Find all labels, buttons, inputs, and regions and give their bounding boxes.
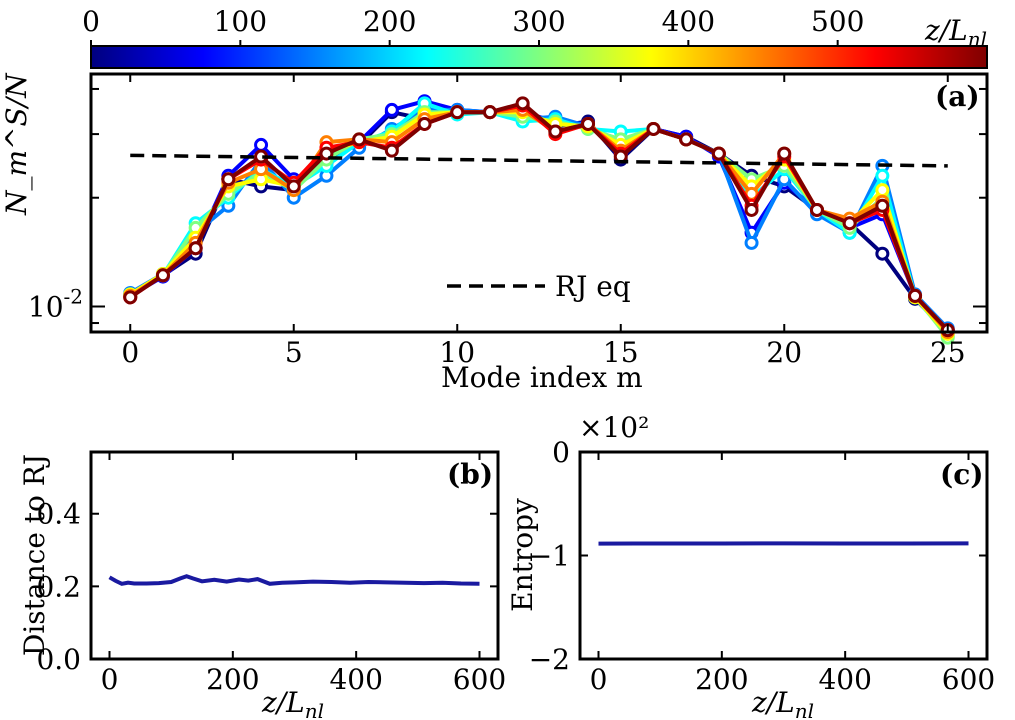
svg-text:Distance to RJ: Distance to RJ: [18, 454, 51, 656]
mode-point: [679, 132, 694, 147]
mode-point: [548, 124, 563, 139]
mode-point: [286, 179, 301, 194]
rj-eq-line: [130, 153, 948, 168]
mode-point: [875, 198, 890, 213]
svg-text:Entropy: Entropy: [506, 498, 539, 612]
panel-a-frame: [89, 72, 989, 334]
x-tick-label: 200: [206, 663, 259, 696]
mode-point: [875, 183, 890, 198]
colorbar-tick-label: 0: [82, 5, 100, 38]
mode-point: [646, 121, 661, 136]
y-tick-label: 0: [552, 436, 570, 469]
mode-point: [809, 202, 824, 217]
panel-b: 0 200 400 600 0.0 0.2 0.4 (b) z/Lnl Distance t…: [18, 450, 506, 720]
mode-point: [123, 290, 138, 305]
panel-c-ticks: 0 200 400 600 0 −1 −2: [529, 436, 996, 696]
colorbar-tick-label: 500: [811, 5, 864, 38]
x-tick-label: 400: [818, 663, 871, 696]
panel-b-xlabel: z/Lnl: [261, 686, 324, 720]
mode-curve-line: [129, 107, 950, 330]
y-tick-label: 0.0: [36, 643, 81, 676]
mode-point: [254, 137, 269, 152]
colorbar: 0 100 200 300 400 500 z/Lnl: [82, 5, 988, 69]
mode-point: [188, 241, 203, 256]
legend-rj-label: RJ eq: [555, 270, 631, 303]
mode-point: [581, 116, 596, 131]
panel-c-ylabel: Entropy: [506, 498, 539, 612]
mode-curve: [123, 105, 955, 345]
mode-point: [842, 216, 857, 231]
mode-curve-line: [129, 110, 950, 336]
panel-a-xlabel: Mode index m: [441, 361, 643, 394]
panel-a-ylabel: N_m^S/N: [0, 72, 33, 216]
panel-a-ticks: 0 5 10 15 20 25 10-2: [28, 74, 987, 369]
panel-c-frame: [578, 450, 989, 661]
mode-point: [711, 146, 726, 161]
panel-c-label: (c): [940, 458, 984, 491]
panel-b-frame: [89, 450, 500, 661]
x-tick-label: 200: [695, 663, 748, 696]
y-tick-label: −1: [529, 540, 570, 573]
x-tick-label: 15: [603, 336, 639, 369]
panel-b-ticks: 0 200 400 600 0.0 0.2 0.4: [36, 452, 506, 696]
colorbar-ticks: 0 100 200 300 400 500: [82, 5, 864, 46]
mode-point: [515, 96, 530, 111]
mode-point: [384, 143, 399, 158]
colorbar-label: z/Lnl: [924, 14, 987, 51]
mode-curve-line: [129, 101, 950, 332]
colorbar-tick-label: 100: [214, 5, 267, 38]
mode-point: [875, 246, 890, 261]
panel-c-xlabel: z/Lnl: [751, 686, 814, 720]
mode-point: [482, 105, 497, 120]
mode-point: [875, 168, 890, 183]
x-tick-label: 400: [329, 663, 382, 696]
legend: RJ eq: [447, 270, 631, 303]
colorbar-tick-label: 400: [662, 5, 715, 38]
panel-a: 0 5 10 15 20 25 10-2 (a) RJ eq Mode index m N_…: [0, 72, 989, 394]
mode-point: [384, 102, 399, 117]
x-tick-label: 25: [930, 336, 966, 369]
colorbar-gradient: [90, 45, 988, 69]
x-tick-label: 600: [453, 663, 506, 696]
mode-point: [908, 288, 923, 303]
panel-c: 0 200 400 600 0 −1 −2 (c) ×10² z/Lnl Entropy: [506, 411, 995, 720]
mode-point: [450, 105, 465, 120]
mode-curve: [123, 96, 955, 343]
colorbar-tick-label: 300: [512, 5, 565, 38]
y-tick-label: 0.4: [36, 498, 81, 531]
svg-text:N_m^S/N: N_m^S/N: [0, 72, 33, 216]
x-tick-label: 5: [285, 336, 303, 369]
mode-curves: [123, 94, 955, 345]
mode-point: [744, 202, 759, 217]
mode-point: [417, 116, 432, 131]
mode-point: [221, 172, 236, 187]
x-tick-label: 20: [766, 336, 802, 369]
y-tick-label: 0.2: [36, 570, 81, 603]
colorbar-tick-label: 200: [363, 5, 416, 38]
mode-point: [155, 268, 170, 283]
mode-curve: [123, 96, 955, 338]
distance-curve: [108, 574, 480, 586]
x-tick-label: 0: [101, 663, 119, 696]
x-tick-label: 0: [590, 663, 608, 696]
mode-curve-line: [129, 110, 950, 339]
mode-point: [352, 132, 367, 147]
panel-b-ylabel: Distance to RJ: [18, 454, 51, 656]
panel-a-label: (a): [935, 80, 980, 113]
x-tick-label: 0: [121, 336, 139, 369]
mode-point: [744, 235, 759, 250]
x-tick-label: 600: [942, 663, 995, 696]
y-tick-label: 10-2: [28, 284, 83, 323]
mode-point: [777, 146, 792, 161]
y-tick-label: −2: [529, 643, 570, 676]
panel-b-label: (b): [447, 458, 493, 491]
y-tick-exponent: -2: [64, 284, 83, 308]
panel-c-offset-text: ×10²: [579, 411, 649, 444]
x-tick-label: 10: [439, 336, 475, 369]
